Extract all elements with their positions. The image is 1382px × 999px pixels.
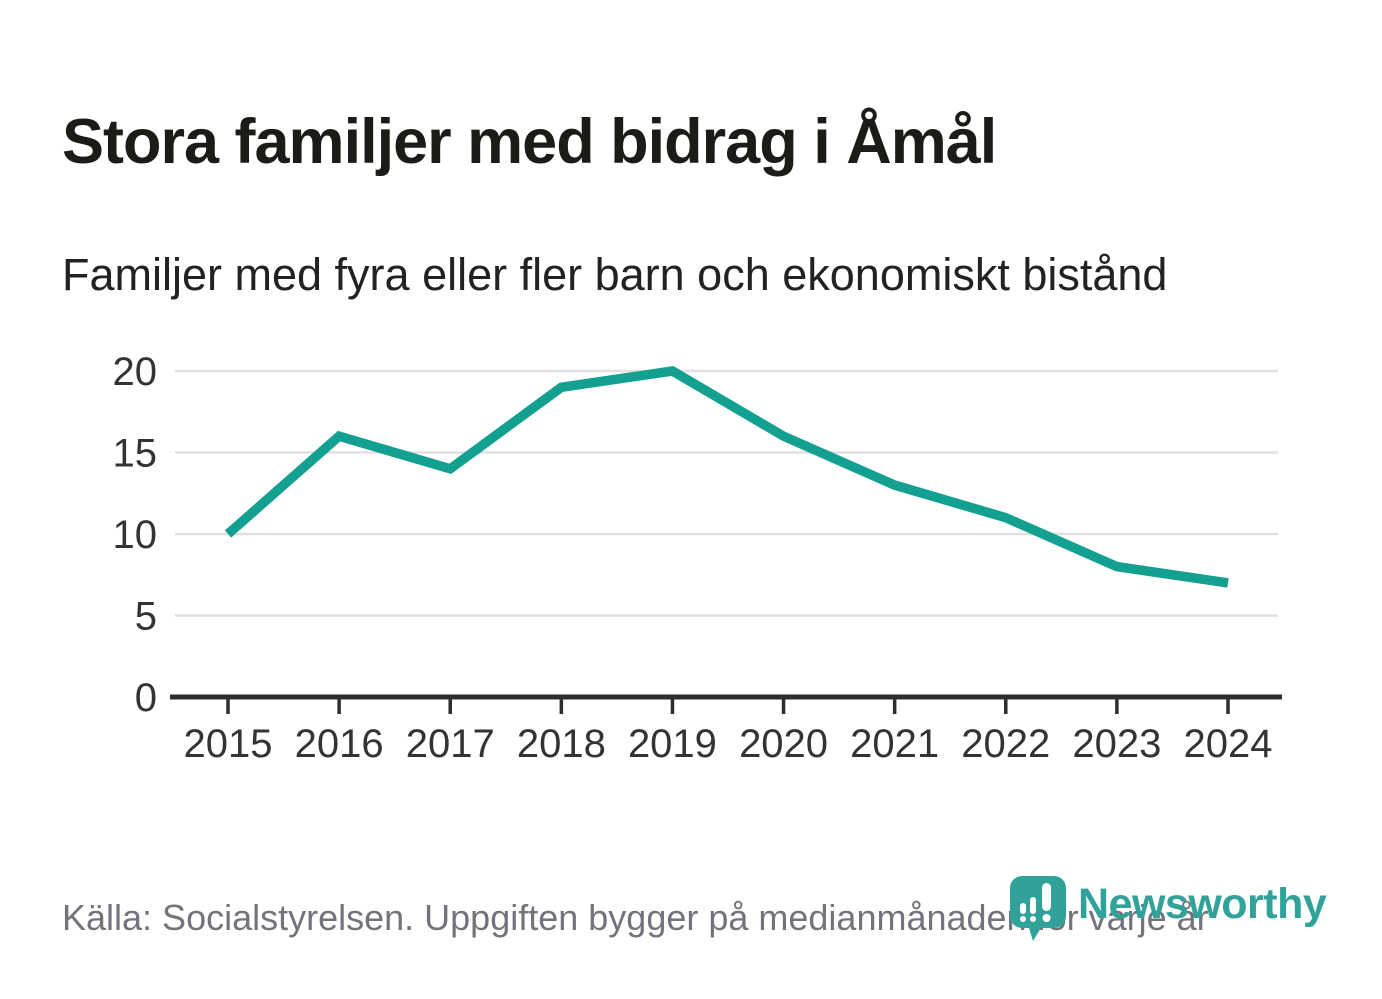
x-axis-tick-label: 2019	[628, 722, 717, 766]
y-axis-tick-label: 20	[113, 350, 158, 394]
bar-small-dot	[1020, 916, 1026, 922]
newsworthy-pin-icon	[1010, 876, 1066, 941]
y-axis-tick-label: 15	[113, 432, 158, 476]
y-axis-tick-label: 0	[135, 676, 157, 720]
y-axis-tick-label: 5	[135, 595, 157, 639]
x-axis-tick-label: 2023	[1072, 722, 1161, 766]
bar-medium-dot	[1030, 916, 1036, 922]
data-line	[224, 366, 1229, 588]
y-axis-tick-label: 10	[113, 513, 158, 557]
brand-logo: Newsworthy	[1008, 874, 1327, 942]
chart-subtitle: Familjer med fyra eller fler barn och ek…	[62, 249, 1168, 301]
x-axis-tick-label: 2015	[184, 722, 273, 766]
chart-title: Stora familjer med bidrag i Åmål	[62, 107, 997, 178]
bar-tall	[1042, 883, 1051, 911]
x-axis-tick-label: 2022	[961, 722, 1050, 766]
x-axis-tick-label: 2024	[1184, 722, 1273, 766]
bar-tall-dot	[1042, 914, 1051, 922]
x-axis-tick-label: 2020	[739, 722, 828, 766]
x-axis-tick-label: 2018	[517, 722, 606, 766]
brand-wordmark: Newsworthy	[1078, 880, 1327, 928]
bar-small	[1020, 903, 1026, 914]
x-axis-tick-label: 2017	[406, 722, 495, 766]
x-axis-tick-label: 2016	[295, 722, 384, 766]
bar-medium	[1030, 897, 1036, 914]
x-axis-tick-label: 2021	[850, 722, 939, 766]
pin-shape	[1010, 876, 1066, 941]
